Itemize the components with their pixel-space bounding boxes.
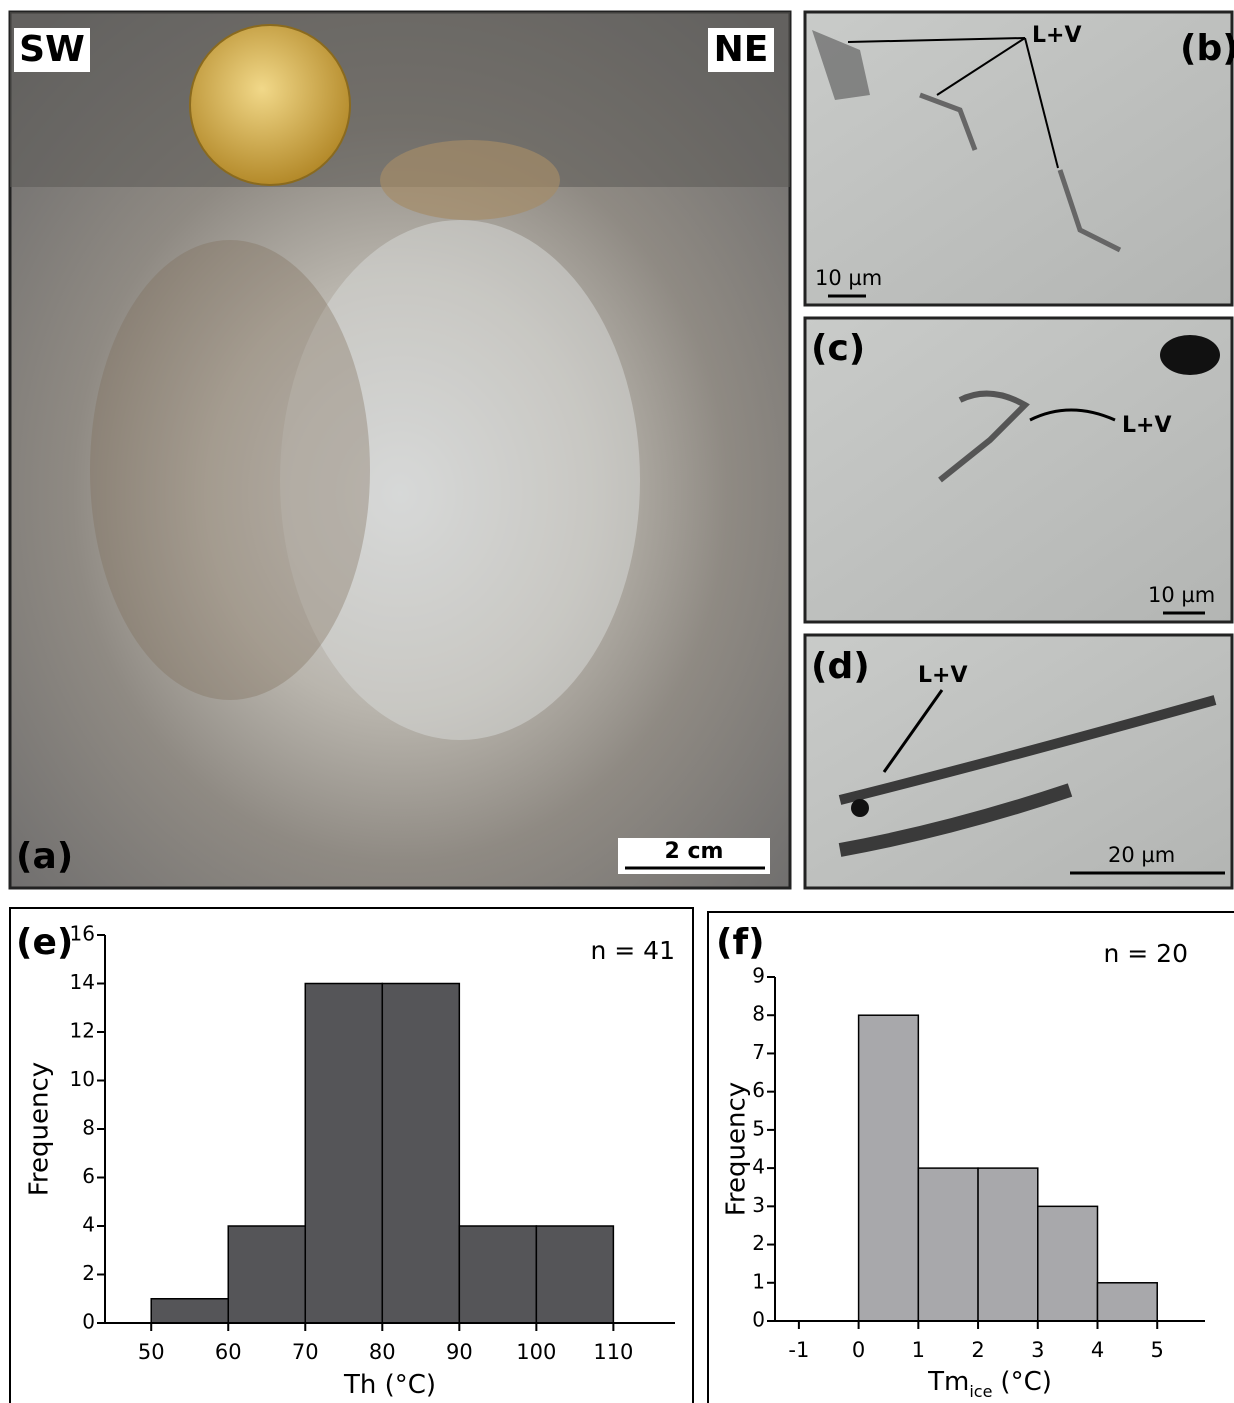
annotation: n = 41	[591, 936, 676, 965]
photo-b: L+V (b) 10 µm	[805, 12, 1234, 305]
x-tick-label: 90	[446, 1340, 473, 1364]
scale-bar-label: 10 µm	[815, 266, 882, 290]
x-axis-label-part: Th (°C)	[343, 1370, 436, 1400]
photo-a: SW NE (a) 2 cm	[10, 12, 790, 888]
x-tick-label: -1	[788, 1338, 809, 1362]
bar	[978, 1168, 1038, 1321]
bar	[151, 1299, 228, 1323]
panel-label: (c)	[811, 328, 865, 369]
y-tick-label: 2	[752, 1231, 765, 1255]
y-tick-label: 8	[752, 1002, 765, 1026]
x-tick-label: 1	[912, 1338, 925, 1362]
y-tick-label: 14	[70, 970, 95, 994]
orientation-label: NE	[714, 29, 769, 70]
y-axis-label: Frequency	[722, 1082, 752, 1216]
orientation-label: SW	[19, 29, 85, 70]
y-tick-label: 16	[70, 922, 95, 946]
bar	[859, 1015, 919, 1321]
x-tick-label: 0	[852, 1338, 865, 1362]
y-tick-label: 4	[82, 1213, 95, 1237]
bar	[1098, 1283, 1158, 1321]
bar	[305, 984, 382, 1324]
y-tick-label: 4	[752, 1155, 765, 1179]
x-axis-label: Th (°C)	[343, 1370, 436, 1400]
bar	[918, 1168, 978, 1321]
x-tick-label: 5	[1151, 1338, 1164, 1362]
y-tick-label: 7	[752, 1040, 765, 1064]
panel-label: (b)	[1180, 28, 1234, 69]
y-tick-label: 10	[70, 1067, 95, 1091]
y-tick-label: 1	[752, 1269, 765, 1293]
x-tick-label: 60	[215, 1340, 242, 1364]
y-tick-label: 9	[752, 964, 765, 988]
bar	[228, 1226, 305, 1323]
y-tick-label: 0	[752, 1308, 765, 1332]
x-tick-label: 110	[593, 1340, 633, 1364]
x-axis-label-part: (°C)	[1000, 1367, 1051, 1397]
photo-d: L+V (d) 20 µm	[805, 635, 1232, 888]
y-tick-label: 6	[82, 1164, 95, 1188]
y-tick-label: 0	[82, 1310, 95, 1334]
x-tick-label: 70	[292, 1340, 319, 1364]
x-tick-label: 50	[138, 1340, 165, 1364]
scale-bar-label: 10 µm	[1148, 583, 1215, 607]
x-axis-label-part: ice	[969, 1382, 992, 1401]
bar	[459, 1226, 536, 1323]
bar	[536, 1226, 613, 1323]
bar	[1038, 1206, 1098, 1321]
panel-label: (d)	[811, 646, 870, 687]
photo-c: L+V (c) 10 µm	[805, 318, 1232, 622]
panel-label: (f)	[716, 922, 765, 963]
inclusion-label: L+V	[1032, 23, 1081, 48]
figure: SW NE (a) 2 cm L+V (b) 10 µm L+V (c) 10 …	[0, 0, 1234, 1403]
inclusion-label: L+V	[918, 663, 967, 688]
y-tick-label: 6	[752, 1078, 765, 1102]
y-tick-label: 12	[70, 1019, 95, 1043]
annotation: n = 20	[1104, 939, 1189, 968]
x-tick-label: 3	[1031, 1338, 1044, 1362]
scale-bar-label: 2 cm	[665, 839, 724, 864]
panel-label: (e)	[16, 922, 73, 963]
y-axis-label: Frequency	[25, 1062, 55, 1196]
y-tick-label: 2	[82, 1261, 95, 1285]
panel-label: (a)	[16, 836, 73, 877]
x-axis-label-part: Tm	[927, 1367, 969, 1397]
x-tick-label: 80	[369, 1340, 396, 1364]
x-tick-label: 4	[1091, 1338, 1104, 1362]
y-tick-label: 3	[752, 1193, 765, 1217]
scale-bar-label: 20 µm	[1108, 843, 1175, 867]
bar	[382, 984, 459, 1324]
x-tick-label: 100	[516, 1340, 556, 1364]
y-tick-label: 8	[82, 1116, 95, 1140]
chart-frame	[708, 912, 1234, 1403]
x-axis-label: Tmice (°C)	[927, 1367, 1052, 1401]
x-tick-label: 2	[971, 1338, 984, 1362]
inclusion-label: L+V	[1122, 413, 1171, 438]
y-tick-label: 5	[752, 1116, 765, 1140]
